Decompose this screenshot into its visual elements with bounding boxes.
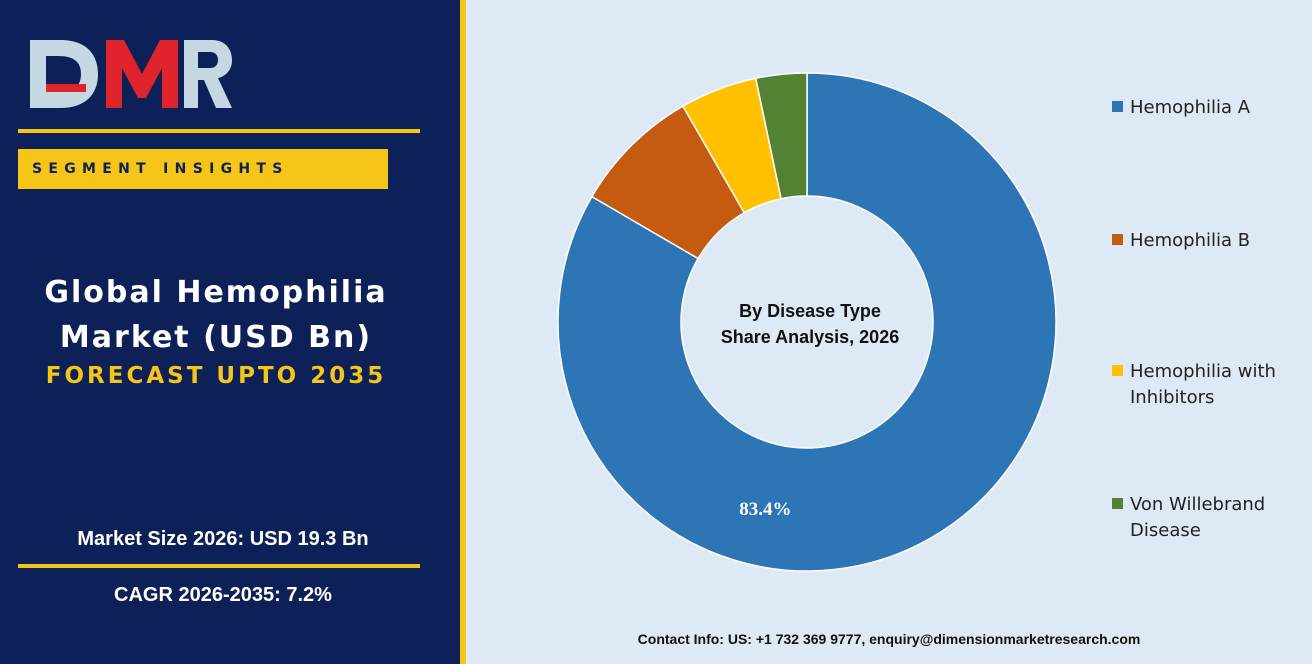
legend-label: Hemophilia with <box>1130 361 1276 382</box>
divider-bar <box>460 0 466 664</box>
legend-item-von-willebrand-disease: Von Willebrand Disease <box>1112 492 1302 544</box>
bottom-divider <box>18 564 420 568</box>
center-label-line-2: Share Analysis, 2026 <box>720 327 900 347</box>
market-size: Market Size 2026: USD 19.3 Bn <box>77 528 369 550</box>
legend-swatch <box>1112 498 1123 509</box>
logo-letter-m <box>106 40 178 108</box>
title-line-2: Market (USD Bn) <box>59 320 373 355</box>
contact-info: Contact Info: US: +1 732 369 9777, enqui… <box>637 631 1141 647</box>
legend-item-hemophilia-b: Hemophilia B <box>1112 228 1302 254</box>
forecast-subtitle: FORECAST UPTO 2035 <box>45 363 387 389</box>
top-divider <box>18 129 420 133</box>
center-label-line-1: By Disease Type <box>739 301 881 321</box>
legend-swatch <box>1112 234 1123 245</box>
legend-label: Hemophilia B <box>1130 230 1251 251</box>
badge-label: SEGMENT INSIGHTS <box>32 161 289 177</box>
legend-label: Von Willebrand <box>1130 494 1266 515</box>
cagr: CAGR 2026-2035: 7.2% <box>114 584 332 606</box>
data-label: 83.4% <box>739 499 791 520</box>
left-panel <box>0 0 460 664</box>
legend-label-line-2: Inhibitors <box>1130 387 1215 408</box>
dmr-logo <box>30 40 232 108</box>
legend-item-hemophilia-a: Hemophilia A <box>1112 95 1302 121</box>
legend-swatch <box>1112 365 1123 376</box>
logo-letter-r <box>184 40 232 108</box>
title-line-1: Global Hemophilia <box>44 275 388 310</box>
legend-label: Hemophilia A <box>1130 97 1251 118</box>
segment-insights-badge: SEGMENT INSIGHTS <box>18 149 388 189</box>
donut-slice-hemophilia-a <box>557 72 1057 572</box>
legend-item-hemophilia-with-inhibitors: Hemophilia with Inhibitors <box>1112 359 1302 411</box>
legend-label-line-2: Disease <box>1130 520 1201 541</box>
legend-swatch <box>1112 101 1123 112</box>
donut-slice-von-willebrand-disease <box>754 72 808 200</box>
